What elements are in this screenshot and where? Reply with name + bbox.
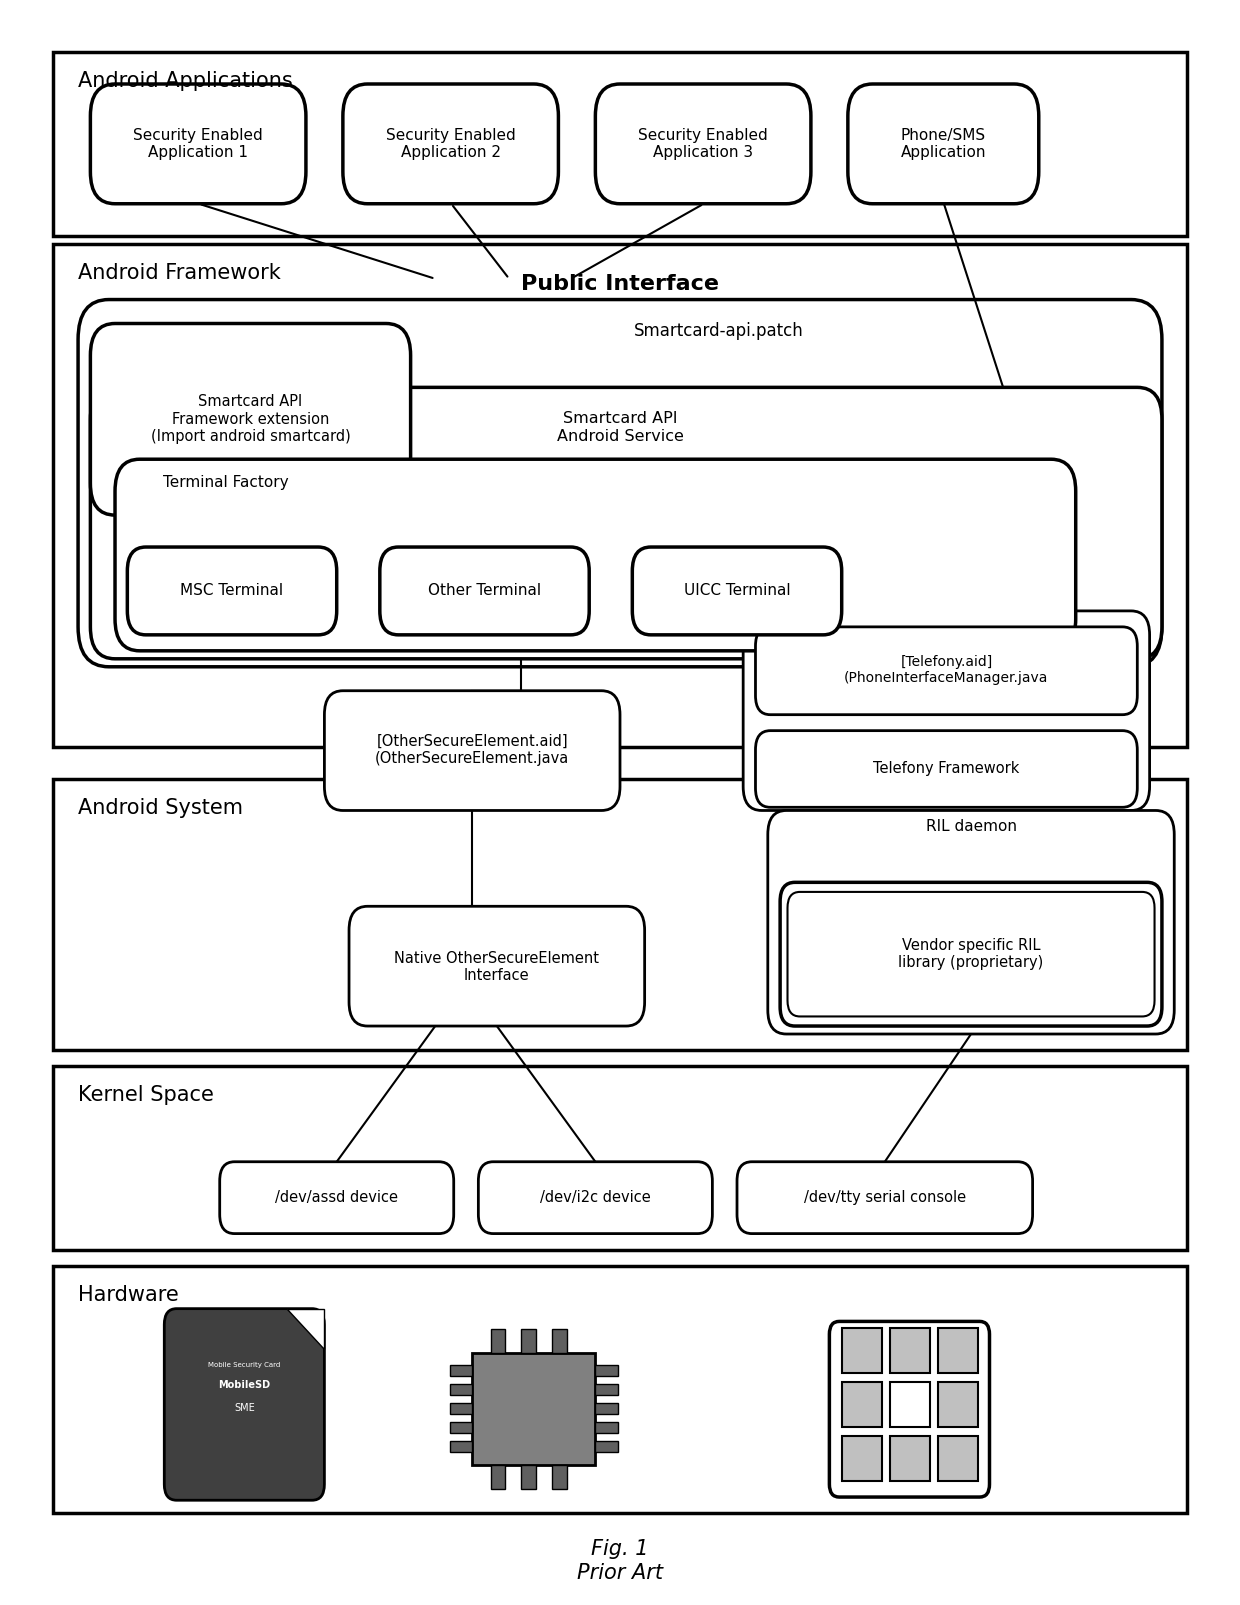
FancyBboxPatch shape xyxy=(755,730,1137,807)
Text: UICC Terminal: UICC Terminal xyxy=(683,584,790,599)
Text: Other Terminal: Other Terminal xyxy=(428,584,541,599)
FancyBboxPatch shape xyxy=(755,628,1137,714)
Text: Kernel Space: Kernel Space xyxy=(78,1085,215,1106)
Bar xyxy=(842,1382,883,1427)
Bar xyxy=(595,1384,618,1395)
Text: Security Enabled
Application 1: Security Enabled Application 1 xyxy=(133,128,263,160)
Bar xyxy=(552,1465,567,1489)
Text: Hardware: Hardware xyxy=(78,1284,179,1305)
Bar xyxy=(53,778,1187,1050)
Bar xyxy=(842,1327,883,1372)
Text: Mobile Security Card: Mobile Security Card xyxy=(208,1361,280,1367)
Bar xyxy=(890,1436,930,1481)
Text: MobileSD: MobileSD xyxy=(218,1380,270,1390)
FancyBboxPatch shape xyxy=(479,1162,712,1234)
FancyBboxPatch shape xyxy=(743,612,1149,811)
FancyBboxPatch shape xyxy=(91,387,1162,658)
FancyBboxPatch shape xyxy=(343,83,558,204)
Polygon shape xyxy=(288,1308,325,1348)
FancyBboxPatch shape xyxy=(219,1162,454,1234)
Bar xyxy=(522,1329,536,1353)
Bar xyxy=(595,1441,618,1453)
Text: Smartcard API
Android Service: Smartcard API Android Service xyxy=(557,411,683,443)
Bar xyxy=(842,1436,883,1481)
Text: RIL daemon: RIL daemon xyxy=(925,820,1017,835)
Text: Vendor specific RIL
library (proprietary): Vendor specific RIL library (proprietary… xyxy=(899,937,1044,971)
Bar xyxy=(937,1382,978,1427)
Text: MSC Terminal: MSC Terminal xyxy=(181,584,284,599)
Text: Security Enabled
Application 3: Security Enabled Application 3 xyxy=(639,128,768,160)
Bar xyxy=(522,1465,536,1489)
Text: Smartcard-api.patch: Smartcard-api.patch xyxy=(634,323,804,340)
Text: Telefony Framework: Telefony Framework xyxy=(873,761,1019,777)
Text: Terminal Factory: Terminal Factory xyxy=(162,475,289,490)
Text: Android System: Android System xyxy=(78,798,243,817)
Text: [Telefony.aid]
(PhoneInterfaceManager.java: [Telefony.aid] (PhoneInterfaceManager.ja… xyxy=(844,655,1049,685)
FancyBboxPatch shape xyxy=(472,1353,595,1465)
Bar xyxy=(450,1364,472,1375)
FancyBboxPatch shape xyxy=(780,883,1162,1026)
FancyBboxPatch shape xyxy=(595,83,811,204)
FancyBboxPatch shape xyxy=(164,1308,325,1501)
Bar xyxy=(595,1364,618,1375)
FancyBboxPatch shape xyxy=(848,83,1039,204)
Bar xyxy=(53,1265,1187,1514)
Bar xyxy=(595,1422,618,1433)
Text: /dev/tty serial console: /dev/tty serial console xyxy=(804,1191,966,1205)
Bar xyxy=(450,1403,472,1414)
Text: Native OtherSecureElement
Interface: Native OtherSecureElement Interface xyxy=(394,950,599,984)
FancyBboxPatch shape xyxy=(91,324,410,515)
Bar xyxy=(53,1066,1187,1250)
Bar xyxy=(937,1436,978,1481)
Text: Security Enabled
Application 2: Security Enabled Application 2 xyxy=(386,128,516,160)
FancyBboxPatch shape xyxy=(737,1162,1033,1234)
Bar xyxy=(890,1382,930,1427)
Bar xyxy=(450,1422,472,1433)
Text: /dev/assd device: /dev/assd device xyxy=(275,1191,398,1205)
Bar xyxy=(552,1329,567,1353)
Text: Phone/SMS
Application: Phone/SMS Application xyxy=(900,128,986,160)
Bar xyxy=(491,1329,506,1353)
FancyBboxPatch shape xyxy=(787,892,1154,1016)
Text: Public Interface: Public Interface xyxy=(521,273,719,294)
Bar xyxy=(491,1465,506,1489)
FancyBboxPatch shape xyxy=(325,690,620,811)
Text: [OtherSecureElement.aid]
(OtherSecureElement.java: [OtherSecureElement.aid] (OtherSecureEle… xyxy=(374,733,569,766)
Bar xyxy=(53,244,1187,746)
Text: Smartcard API
Framework extension
(Import android smartcard): Smartcard API Framework extension (Impor… xyxy=(150,395,351,445)
Bar xyxy=(53,51,1187,236)
Bar xyxy=(595,1403,618,1414)
FancyBboxPatch shape xyxy=(348,907,645,1026)
FancyBboxPatch shape xyxy=(128,547,337,636)
Bar xyxy=(937,1327,978,1372)
FancyBboxPatch shape xyxy=(78,300,1162,666)
FancyBboxPatch shape xyxy=(115,459,1076,650)
Bar xyxy=(450,1441,472,1453)
Bar xyxy=(450,1384,472,1395)
Text: /dev/i2c device: /dev/i2c device xyxy=(539,1191,651,1205)
FancyBboxPatch shape xyxy=(768,811,1174,1034)
Bar xyxy=(890,1327,930,1372)
Text: Fig. 1
Prior Art: Fig. 1 Prior Art xyxy=(577,1539,663,1583)
Text: SME: SME xyxy=(234,1403,254,1412)
Text: Android Framework: Android Framework xyxy=(78,263,280,282)
Text: Android Applications: Android Applications xyxy=(78,71,293,91)
FancyBboxPatch shape xyxy=(91,83,306,204)
FancyBboxPatch shape xyxy=(379,547,589,636)
FancyBboxPatch shape xyxy=(830,1321,990,1497)
FancyBboxPatch shape xyxy=(632,547,842,636)
